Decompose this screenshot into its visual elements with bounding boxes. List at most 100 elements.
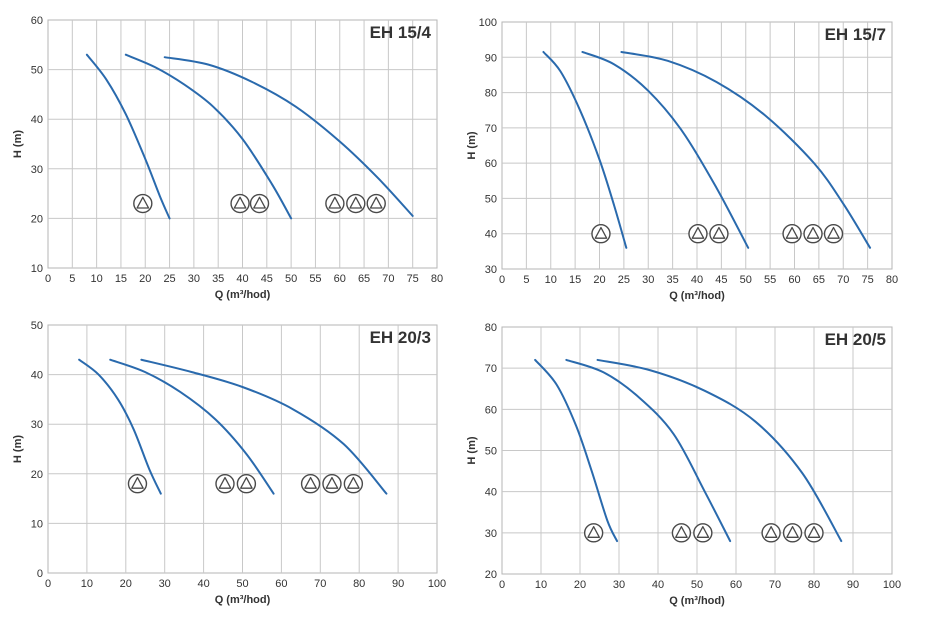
pump-icon-triangle	[587, 525, 601, 538]
y-tick-label: 50	[485, 446, 497, 458]
series-line-3	[163, 56, 414, 217]
x-tick-label: 25	[618, 274, 630, 286]
x-tick-label: 60	[730, 579, 742, 591]
pump-icon-triangle	[218, 476, 232, 489]
x-axis-label: Q (m³/hod)	[215, 594, 271, 606]
x-tick-label: 20	[574, 579, 586, 591]
series-line-3	[596, 358, 843, 543]
pump-icon	[127, 474, 148, 494]
pump-icon-triangle	[827, 226, 840, 239]
pump-icon	[249, 193, 270, 214]
chart-4: 0 10 20 30 40 50 60 70 80 90 100 20 30 40 50 60 70 80 Q (m…	[466, 322, 901, 607]
y-axis-label: H (m)	[12, 435, 24, 463]
pump-icon	[346, 193, 366, 214]
y-axis-label: H (m)	[466, 131, 478, 159]
x-tick-label: 90	[392, 578, 404, 590]
x-tick-label: 40	[197, 578, 209, 590]
pump-icon-triangle	[785, 226, 799, 239]
pump-icon-triangle	[786, 525, 799, 538]
x-tick-label: 50	[691, 579, 703, 591]
pump-icon	[688, 224, 708, 244]
x-tick-label: 60	[334, 273, 346, 285]
y-axis-label: H (m)	[466, 436, 478, 464]
y-tick-label: 20	[31, 469, 43, 481]
x-tick-label: 25	[163, 273, 175, 285]
pump-icon	[583, 523, 604, 543]
x-tick-label: 80	[353, 578, 365, 590]
x-tick-label: 55	[309, 273, 321, 285]
x-tick-label: 10	[91, 273, 103, 285]
x-tick-label: 80	[431, 273, 443, 285]
pump-icon	[782, 224, 802, 244]
pump-icon	[300, 474, 321, 494]
series-line-2	[109, 358, 275, 495]
pump-icon	[366, 193, 386, 214]
pump-icon-triangle	[325, 476, 339, 489]
x-tick-label: 40	[652, 579, 664, 591]
pump-icon-triangle	[349, 196, 363, 209]
pump-icon-triangle	[764, 525, 778, 538]
y-tick-label: 60	[31, 15, 43, 27]
pump-icon-triangle	[233, 196, 247, 209]
series-line-1	[534, 358, 619, 543]
x-tick-label: 45	[261, 273, 273, 285]
pump-icon	[782, 523, 803, 543]
x-tick-label: 35	[212, 273, 224, 285]
pump-marker-group-1	[583, 523, 604, 543]
pump-icon-triangle	[136, 196, 150, 209]
pump-icon	[823, 224, 844, 244]
y-tick-label: 30	[485, 264, 497, 276]
x-tick-label: 0	[45, 578, 51, 590]
x-tick-label: 0	[499, 274, 505, 286]
y-tick-label: 20	[485, 569, 497, 581]
x-tick-label: 100	[883, 579, 901, 591]
pump-icon	[693, 523, 713, 543]
x-tick-label: 5	[523, 274, 529, 286]
pump-icon	[230, 193, 250, 214]
series-line-1	[542, 50, 628, 249]
series-line-3	[620, 50, 872, 249]
y-tick-label: 70	[485, 363, 497, 375]
pump-icon	[803, 224, 823, 244]
series-line-2	[565, 358, 732, 543]
x-tick-label: 0	[499, 579, 505, 591]
pump-icon-triangle	[807, 525, 821, 538]
y-tick-label: 50	[485, 193, 497, 205]
pump-icon-triangle	[328, 196, 342, 209]
x-axis-label: Q (m³/hod)	[669, 595, 725, 607]
y-tick-label: 100	[479, 17, 497, 29]
y-tick-label: 30	[31, 164, 43, 176]
x-tick-label: 35	[667, 274, 679, 286]
x-tick-label: 50	[740, 274, 752, 286]
pump-icon-triangle	[240, 476, 253, 489]
x-tick-label: 70	[769, 579, 781, 591]
pump-icon	[343, 474, 364, 494]
x-tick-label: 90	[847, 579, 859, 591]
chart-title: EH 15/7	[825, 25, 886, 44]
pump-icon-triangle	[369, 196, 383, 209]
pump-marker-group-3	[300, 474, 364, 494]
chart-3: 0 10 20 30 40 50 60 70 80 90 100 0 10 20 30 40 50 Q (m³/h…	[12, 320, 446, 606]
x-tick-label: 10	[545, 274, 557, 286]
x-tick-label: 60	[275, 578, 287, 590]
chart-title: EH 20/5	[825, 330, 886, 349]
y-tick-label: 10	[31, 518, 43, 530]
pump-icon-triangle	[806, 226, 820, 239]
x-tick-label: 30	[188, 273, 200, 285]
pump-marker-group-2	[215, 474, 257, 494]
pump-icon-triangle	[696, 525, 710, 538]
pump-marker-group-1	[133, 193, 153, 214]
pump-icon-triangle	[691, 226, 705, 239]
y-tick-label: 60	[485, 158, 497, 170]
x-tick-label: 75	[862, 274, 874, 286]
x-tick-label: 20	[139, 273, 151, 285]
y-tick-label: 40	[31, 114, 43, 126]
x-tick-label: 5	[69, 273, 75, 285]
x-axis-label: Q (m³/hod)	[215, 289, 271, 301]
x-tick-label: 30	[159, 578, 171, 590]
x-tick-label: 10	[81, 578, 93, 590]
x-tick-label: 75	[407, 273, 419, 285]
x-tick-label: 100	[428, 578, 446, 590]
x-tick-label: 70	[314, 578, 326, 590]
pump-marker-group-2	[688, 224, 729, 244]
